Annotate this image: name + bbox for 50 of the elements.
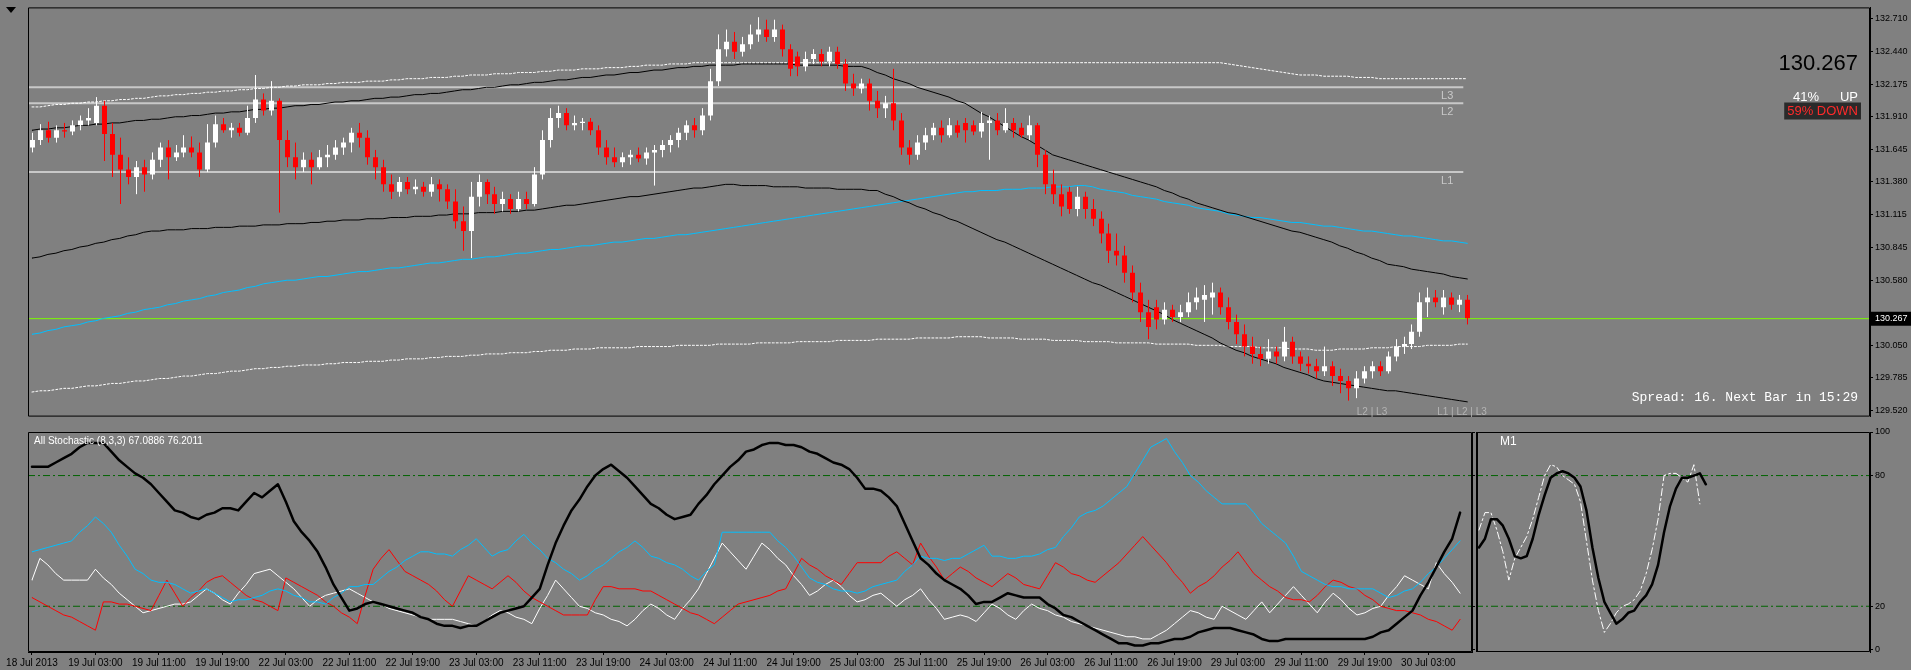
y-tick-label: 130.580	[1875, 274, 1908, 285]
x-tick-label: 24 Jul 03:00	[639, 656, 695, 668]
x-tick-label: 22 Jul 03:00	[258, 656, 314, 668]
x-tick-label: 25 Jul 03:00	[829, 656, 885, 668]
ref-line-label: L2	[1441, 104, 1454, 117]
y-tick-label: 132.175	[1875, 78, 1908, 89]
x-tick-label: 26 Jul 19:00	[1147, 656, 1203, 668]
y-tick-label: 131.910	[1875, 111, 1908, 122]
y-tick-label: 132.710	[1875, 12, 1908, 23]
x-tick-label: 19 Jul 19:00	[195, 656, 251, 668]
y-tick-label: 20	[1875, 600, 1886, 611]
x-tick-label: 19 Jul 11:00	[132, 656, 187, 668]
chart-title: All Stochastic (8,3,3) 67.0886 76.2011	[34, 434, 204, 446]
x-tick-label: 23 Jul 03:00	[449, 656, 504, 668]
x-tick-label: 22 Jul 19:00	[385, 656, 441, 668]
x-tick-label: 26 Jul 03:00	[1020, 656, 1076, 668]
x-tick-label: 25 Jul 11:00	[893, 656, 948, 668]
chart-title: M1	[1500, 434, 1517, 449]
x-tick-label: 24 Jul 11:00	[703, 656, 758, 668]
y-tick-label: 130.267	[1875, 313, 1908, 324]
y-tick-label: 129.785	[1875, 372, 1908, 383]
x-tick-label: 23 Jul 19:00	[575, 656, 631, 668]
y-tick-label: 0	[1875, 644, 1881, 655]
y-tick-label: 129.520	[1875, 404, 1908, 415]
x-tick-label: 22 Jul 11:00	[322, 656, 377, 668]
y-tick-label: 131.115	[1875, 208, 1907, 219]
annotation: 130.267	[1778, 50, 1858, 76]
x-tick-label: 29 Jul 03:00	[1210, 656, 1266, 668]
x-tick-label: 25 Jul 19:00	[956, 656, 1012, 668]
x-tick-label: 29 Jul 19:00	[1337, 656, 1393, 668]
annotation: 41%	[1792, 88, 1820, 104]
annotation: Spread: 16. Next Bar in 15:29	[1631, 390, 1858, 406]
y-tick-label: 131.645	[1875, 143, 1908, 154]
y-tick-label: 131.380	[1875, 176, 1908, 187]
x-tick-label: 29 Jul 11:00	[1274, 656, 1329, 668]
x-tick-label: 23 Jul 11:00	[512, 656, 568, 668]
y-tick-label: 132.440	[1875, 46, 1908, 57]
x-tick-label: 26 Jul 11:00	[1084, 656, 1139, 668]
annotation: UP	[1839, 88, 1858, 104]
ref-line-label: L1	[1441, 173, 1454, 186]
x-tick-label: 19 Jul 03:00	[68, 656, 124, 668]
x-tick-label: 18 Jul 2013	[6, 656, 59, 668]
y-tick-label: 80	[1875, 470, 1886, 481]
ref-line-label: L3	[1441, 88, 1454, 101]
x-tick-label: 30 Jul 03:00	[1401, 656, 1457, 668]
annotation: 59% DOWN	[1787, 102, 1858, 118]
x-tick-label: 24 Jul 19:00	[766, 656, 822, 668]
y-tick-label: 130.050	[1875, 339, 1908, 350]
y-tick-label: 100	[1875, 426, 1891, 437]
y-tick-label: 130.845	[1875, 242, 1908, 253]
